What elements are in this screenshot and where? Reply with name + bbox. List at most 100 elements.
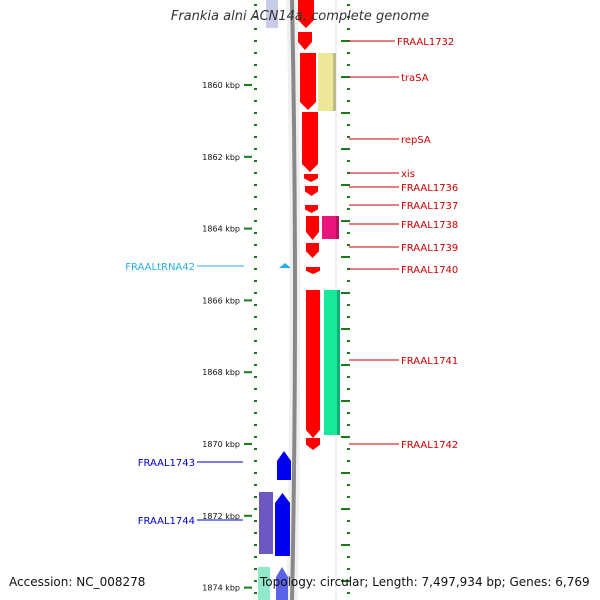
- gene-label: FRAAL1742: [401, 440, 458, 451]
- backbone-line: [290, 0, 297, 600]
- gene-arrow-red: [306, 438, 320, 450]
- track-tick-major: [341, 472, 349, 474]
- track-tick: [254, 160, 257, 162]
- gene-arrow-red: [306, 290, 320, 438]
- track-tick: [254, 52, 257, 54]
- track-tick: [347, 520, 350, 522]
- gene-label: FRAAL1739: [401, 243, 458, 254]
- track-tick: [347, 244, 350, 246]
- gene-arrow-red: [306, 267, 320, 274]
- track-tick: [254, 388, 257, 390]
- track-tick: [347, 88, 350, 90]
- track-tick: [254, 532, 257, 534]
- track-tick-major: [341, 580, 349, 582]
- gene-label: FRAAL1743: [138, 458, 195, 469]
- track-tick: [254, 544, 257, 546]
- track-tick-major: [341, 508, 349, 510]
- track-tick: [254, 592, 257, 594]
- track-tick: [254, 556, 257, 558]
- kbp-tick-mark: [244, 227, 252, 230]
- gene-arrow-red: [298, 0, 314, 28]
- track-tick: [347, 352, 350, 354]
- track-tick: [347, 484, 350, 486]
- kbp-tick-mark: [244, 371, 252, 374]
- track-tick: [254, 352, 257, 354]
- kbp-tick-label: 1860 kbp: [202, 81, 240, 90]
- track-tick: [254, 328, 257, 330]
- track-tick: [254, 220, 257, 222]
- tick-track: [254, 4, 350, 594]
- gene-label: xis: [401, 169, 415, 180]
- track-tick: [254, 412, 257, 414]
- track-tick: [254, 196, 257, 198]
- track-tick: [254, 184, 257, 186]
- track-tick-major: [341, 436, 349, 438]
- gene-arrow-red: [305, 186, 318, 196]
- gene-box-green: [324, 290, 338, 435]
- track-tick: [254, 136, 257, 138]
- track-tick: [254, 316, 257, 318]
- gene-box-pale-green: [258, 567, 270, 600]
- kbp-tick-label: 1868 kbp: [202, 368, 240, 377]
- accession-text: Accession: NC_008278: [9, 575, 146, 589]
- track-tick: [254, 400, 257, 402]
- track-tick: [254, 244, 257, 246]
- track-tick: [254, 28, 257, 30]
- track-tick-major: [341, 220, 349, 222]
- kbp-tick-mark: [244, 443, 252, 445]
- gene-label: traSA: [401, 73, 429, 84]
- gene-arrow-red: [300, 53, 316, 110]
- track-tick: [254, 280, 257, 282]
- track-tick: [254, 580, 257, 582]
- track-tick: [347, 304, 350, 306]
- track-tick: [347, 232, 350, 234]
- track-tick: [347, 52, 350, 54]
- kbp-tick-label: 1870 kbp: [202, 440, 240, 449]
- kbp-tick-mark: [244, 299, 252, 302]
- trna-marker: [279, 263, 291, 268]
- gene-arrow-blue: [276, 567, 288, 600]
- track-tick-major: [341, 76, 349, 78]
- track-tick: [347, 172, 350, 174]
- track-tick: [254, 448, 257, 450]
- track-tick: [254, 148, 257, 150]
- track-tick: [347, 4, 350, 6]
- track-tick: [347, 100, 350, 102]
- gene-arrow-blue: [277, 451, 291, 480]
- kbp-tick-label: 1864 kbp: [202, 225, 240, 234]
- track-tick-major: [341, 292, 349, 294]
- track-tick: [347, 460, 350, 462]
- track-tick: [347, 160, 350, 162]
- track-tick-major: [341, 364, 349, 366]
- track-tick: [254, 208, 257, 210]
- track-tick: [347, 532, 350, 534]
- track-tick: [254, 172, 257, 174]
- track-tick: [254, 292, 257, 294]
- kbp-tick-mark: [244, 155, 252, 158]
- track-tick: [254, 268, 257, 270]
- gene-label: FRAAL1737: [401, 201, 458, 212]
- track-tick: [254, 256, 257, 258]
- track-tick: [254, 304, 257, 306]
- track-tick: [254, 88, 257, 90]
- gene-box-yellow: [318, 53, 334, 111]
- track-tick: [254, 472, 257, 474]
- track-tick: [347, 448, 350, 450]
- track-tick: [254, 508, 257, 510]
- track-tick: [254, 460, 257, 462]
- track-tick: [347, 388, 350, 390]
- track-tick: [254, 364, 257, 366]
- kbp-tick-mark: [244, 586, 252, 589]
- track-tick: [347, 16, 350, 18]
- map-title: Frankia alni ACN14a, complete genome: [170, 9, 430, 24]
- track-tick: [347, 208, 350, 210]
- track-tick: [254, 520, 257, 522]
- kbp-tick-mark: [244, 84, 252, 86]
- track-tick-major: [341, 328, 349, 330]
- track-tick: [254, 40, 257, 42]
- gene-arrow-red: [298, 32, 312, 50]
- track-tick: [347, 340, 350, 342]
- track-tick-major: [341, 112, 349, 114]
- track-tick: [347, 496, 350, 498]
